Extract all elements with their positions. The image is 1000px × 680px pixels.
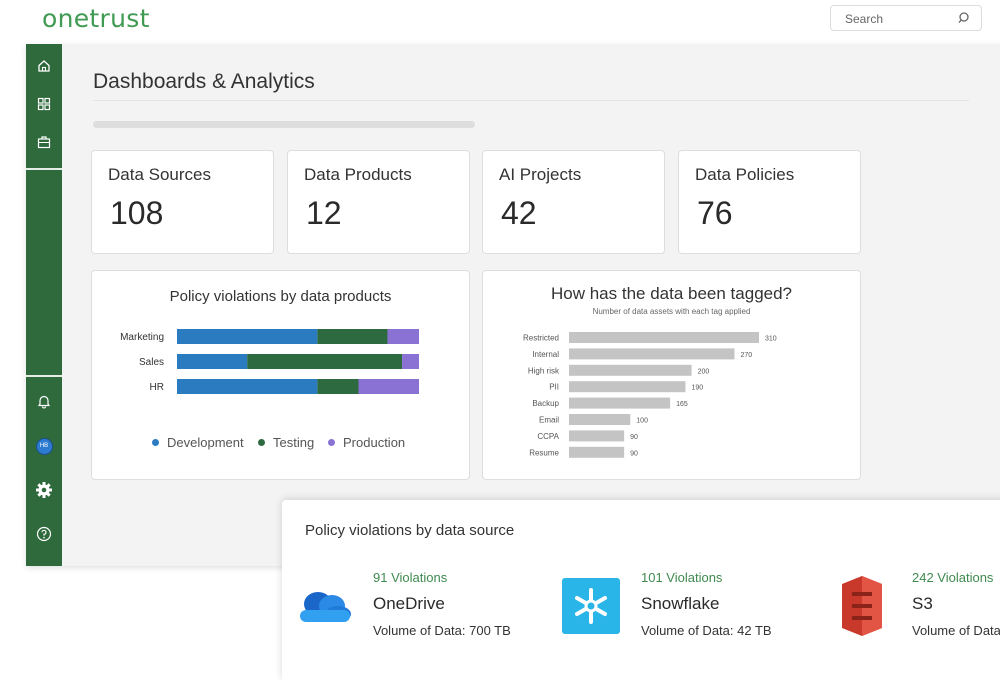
- legend-production: Production: [328, 435, 405, 450]
- bar-segment: [402, 354, 419, 369]
- bar-segment: [177, 354, 248, 369]
- legend-development: Development: [152, 435, 244, 450]
- tag-value-label: 100: [636, 418, 648, 425]
- search-placeholder: Search: [845, 12, 884, 26]
- gear-icon[interactable]: [34, 480, 54, 500]
- chart-subtitle: Number of data assets with each tag appl…: [592, 307, 751, 316]
- app-window: HB Dashboards & Analytics Data Sources 1…: [26, 44, 1000, 566]
- tag-bar: [569, 332, 759, 343]
- stat-value: 42: [501, 195, 537, 231]
- bar-segment: [247, 354, 403, 369]
- tag-value-label: 270: [740, 352, 752, 359]
- bar-segment: [177, 329, 318, 344]
- tag-bar: [569, 446, 625, 458]
- s3-bucket-icon: [842, 576, 882, 636]
- sidebar-divider: [26, 168, 62, 170]
- tag-bar: [569, 397, 671, 409]
- tag-bar-chart: Restricted 310 Internal 270 High risk 200 PII 1…: [523, 332, 777, 458]
- tag-label: Backup: [532, 399, 559, 408]
- stacked-bar-chart: Marketing Sales HR: [120, 329, 419, 394]
- help-icon[interactable]: [34, 524, 54, 544]
- source-name: S3: [912, 594, 933, 613]
- bell-icon[interactable]: [34, 391, 54, 411]
- bar-segment: [358, 379, 419, 394]
- loading-placeholder-bar: [93, 121, 475, 128]
- stat-value: 108: [110, 195, 164, 231]
- tag-value-label: 190: [691, 385, 703, 392]
- tag-bar: [569, 414, 631, 425]
- source-name: Snowflake: [641, 594, 720, 613]
- legend-swatch: [152, 439, 159, 446]
- tag-label: High risk: [528, 366, 560, 375]
- briefcase-icon[interactable]: [34, 132, 54, 152]
- tag-value-label: 90: [630, 434, 638, 441]
- violations-count: 91 Violations: [373, 570, 448, 585]
- category-label: Sales: [139, 357, 164, 368]
- tag-value-label: 310: [765, 336, 777, 343]
- violations-count: 242 Violations: [912, 570, 994, 585]
- violations-by-source-panel: Policy violations by data source 91 Viol…: [282, 500, 1000, 680]
- tag-bar: [569, 348, 735, 360]
- search-icon: [958, 12, 969, 23]
- source-name: OneDrive: [373, 594, 445, 613]
- bar-segment: [317, 379, 359, 394]
- stat-label: Data Sources: [108, 165, 211, 184]
- category-label: HR: [150, 382, 164, 393]
- grid-icon[interactable]: [34, 94, 54, 114]
- onedrive-cloud-icon: [300, 592, 351, 622]
- chart-title: Policy violations by data products: [169, 288, 392, 305]
- stat-card-data-sources[interactable]: Data Sources 108: [91, 150, 274, 254]
- legend-swatch: [258, 439, 265, 446]
- page-title: Dashboards & Analytics: [93, 70, 315, 93]
- sidebar-divider: [26, 375, 62, 377]
- stat-value: 76: [697, 195, 733, 231]
- stat-card-data-products[interactable]: Data Products 12: [287, 150, 470, 254]
- data-volume: Volume of Data: [912, 623, 1000, 638]
- stat-label: AI Projects: [499, 165, 582, 184]
- stat-value: 12: [306, 195, 342, 231]
- tag-value-label: 200: [698, 368, 710, 375]
- data-tagging-chart: How has the data been tagged? Number of …: [482, 270, 861, 480]
- tag-value-label: 90: [630, 450, 638, 457]
- data-volume: Volume of Data: 42 TB: [641, 623, 772, 638]
- data-volume: Volume of Data: 700 TB: [373, 623, 511, 638]
- bar-segment: [317, 329, 388, 344]
- user-avatar[interactable]: HB: [34, 436, 54, 456]
- sidebar: HB: [26, 44, 62, 566]
- home-icon[interactable]: [34, 56, 54, 76]
- legend-testing: Testing: [258, 435, 314, 450]
- tag-label: Email: [539, 416, 559, 425]
- panel-title: Policy violations by data source: [305, 522, 515, 539]
- legend-label: Development: [167, 435, 244, 450]
- chart-title: How has the data been tagged?: [550, 284, 793, 303]
- bar-segment: [177, 379, 318, 394]
- category-label: Marketing: [120, 332, 164, 343]
- avatar: HB: [35, 437, 53, 455]
- policy-violations-by-product-chart: Policy violations by data products Marke…: [91, 270, 470, 480]
- tag-bar: [569, 430, 625, 442]
- legend-swatch: [328, 439, 335, 446]
- title-divider: [93, 100, 969, 101]
- stat-card-data-policies[interactable]: Data Policies 76: [678, 150, 861, 254]
- tag-label: PII: [549, 383, 559, 392]
- stat-label: Data Policies: [695, 165, 795, 184]
- legend-label: Production: [343, 435, 406, 450]
- search-input[interactable]: Search: [830, 5, 982, 31]
- tag-label: Internal: [532, 350, 559, 359]
- tag-bar: [569, 381, 686, 393]
- onetrust-logo[interactable]: onetrust: [42, 4, 150, 33]
- stat-label: Data Products: [304, 165, 412, 184]
- tag-value-label: 165: [676, 401, 688, 408]
- violations-count: 101 Violations: [641, 570, 723, 585]
- bar-segment: [387, 329, 419, 344]
- tag-label: CCPA: [537, 432, 559, 441]
- tag-label: Restricted: [523, 334, 559, 343]
- snowflake-icon: [562, 578, 620, 634]
- tag-bar: [569, 364, 692, 376]
- tag-label: Resume: [529, 448, 559, 457]
- legend-label: Testing: [273, 435, 315, 450]
- stat-card-ai-projects[interactable]: AI Projects 42: [482, 150, 665, 254]
